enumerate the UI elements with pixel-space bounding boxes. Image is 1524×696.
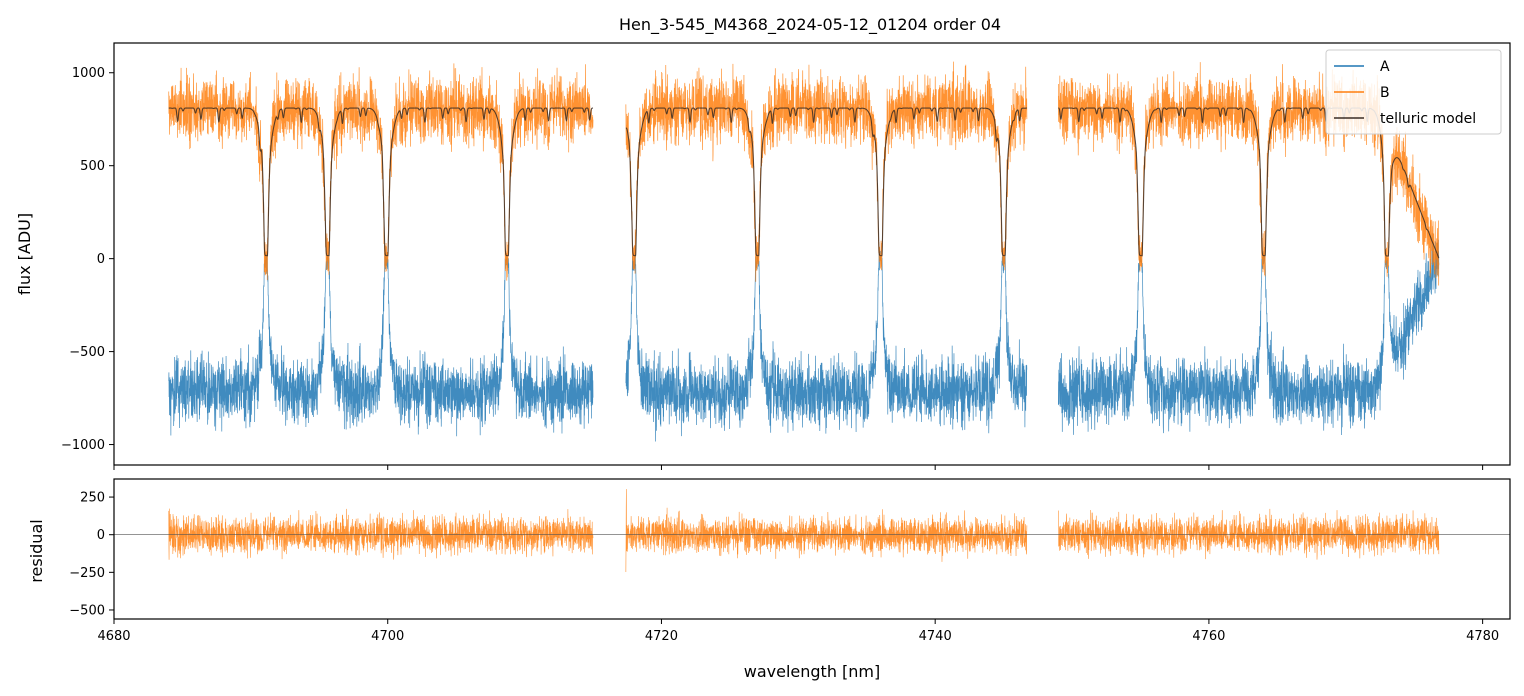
x-tick-label: 4680: [97, 629, 130, 644]
residual-axes-frame: [113, 478, 1511, 620]
x-tick-label: 4760: [1192, 629, 1225, 644]
series-b-segment-0: [168, 63, 594, 281]
residual-series-group: [114, 489, 1510, 573]
residual-segment-1: [625, 489, 1028, 573]
flux-panel: 1000 500 0 −500 −1000 flux [ADU] A B telluri…: [15, 42, 1511, 470]
legend-label-b: B: [1380, 85, 1390, 101]
series-a-segment-0: [168, 252, 594, 437]
flux-axes-frame: [113, 42, 1511, 466]
flux-y-ticks: 1000 500 0 −500 −1000: [61, 66, 114, 453]
legend-label-a: A: [1380, 59, 1390, 75]
telluric-model-segment-0: [168, 107, 594, 257]
flux-y-tick-label: 0: [97, 252, 105, 267]
residual-segment-0: [168, 508, 594, 560]
x-tick-label: 4700: [371, 629, 404, 644]
x-tick-label: 4740: [919, 629, 952, 644]
residual-y-tick-label: −500: [69, 603, 105, 618]
legend-box: [1325, 49, 1502, 135]
residual-segment-2: [1058, 508, 1440, 560]
flux-y-tick-label: 500: [80, 159, 105, 174]
legend-label-telluric: telluric model: [1380, 111, 1476, 127]
residual-y-ticks: 250 0 −250 −500: [69, 491, 114, 618]
flux-y-axis-label: flux [ADU]: [15, 213, 34, 295]
series-a-segment-2: [1058, 233, 1440, 435]
flux-y-tick-label: −1000: [61, 438, 105, 453]
flux-y-tick-label: −500: [69, 345, 105, 360]
residual-y-tick-label: 250: [80, 491, 105, 506]
flux-x-ticks: [113, 465, 1484, 470]
residual-x-ticks: 4680 4700 4720 4740 4760 4780: [97, 619, 1499, 644]
chart-title: Hen_3-545_M4368_2024-05-12_01204 order 0…: [619, 15, 1001, 35]
residual-y-tick-label: 0: [97, 528, 105, 543]
flux-series-group: [168, 61, 1440, 442]
x-axis-label: wavelength [nm]: [744, 662, 881, 681]
x-tick-label: 4780: [1466, 629, 1499, 644]
x-tick-label: 4720: [645, 629, 678, 644]
residual-panel: 250 0 −250 −500 4680 4700 4720 4740 4760 4780 re…: [27, 478, 1511, 681]
series-b-segment-1: [625, 61, 1028, 282]
residual-y-axis-label: residual: [27, 519, 46, 582]
series-a-segment-1: [625, 250, 1028, 442]
legend: A B telluric model: [1325, 49, 1502, 135]
telluric-model-segment-1: [625, 107, 1027, 257]
residual-y-tick-label: −250: [69, 566, 105, 581]
flux-y-tick-label: 1000: [72, 66, 105, 81]
